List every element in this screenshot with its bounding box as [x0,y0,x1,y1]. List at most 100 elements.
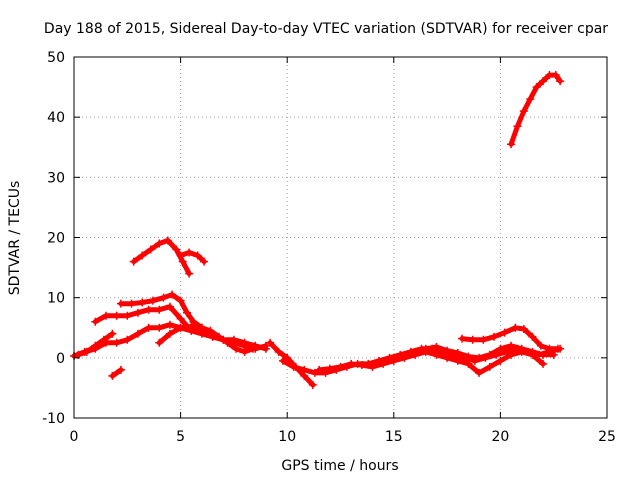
y-tick-label: 10 [47,291,65,307]
data-point [249,344,258,353]
data-point [91,317,100,326]
y-tick-label: 20 [47,231,65,247]
data-point [182,308,191,317]
data-point [240,347,249,356]
data-point [526,95,535,104]
series-arc-14 [507,71,565,149]
series-arc-7 [108,365,125,380]
data-point [357,361,366,370]
data-point [176,323,185,332]
series-trace [267,340,316,388]
series-arc-8 [155,322,206,347]
data-point [500,328,509,337]
data-point [519,324,528,333]
data-point [511,323,520,332]
series-arc-3 [116,290,258,356]
data-point [214,332,223,341]
chart-grid [74,57,607,418]
data-point [539,77,548,86]
data-point [266,338,275,347]
y-tick-label: -10 [42,411,65,427]
data-point [485,350,494,359]
data-point [443,353,452,362]
y-tick-label: 40 [47,110,65,126]
data-point [159,293,168,302]
data-point [411,347,420,356]
data-point [163,236,172,245]
data-point [421,344,430,353]
series-arc-5 [176,248,209,266]
data-point [165,329,174,338]
data-point [112,311,121,320]
data-point [528,332,537,341]
data-point [108,371,117,380]
data-point [479,335,488,344]
data-point [101,311,110,320]
data-point [308,380,317,389]
chart-title: Day 188 of 2015, Sidereal Day-to-day VTE… [44,21,608,37]
data-point [155,338,164,347]
data-point [146,245,155,254]
data-point [99,335,108,344]
y-tick-label: 30 [47,170,65,186]
series-trace [178,250,207,265]
y-axis-label: SDTVAR / TECUs [7,181,23,296]
data-point [389,356,398,365]
data-point [168,290,177,299]
data-point [123,311,132,320]
series-trace [508,72,563,147]
data-point [144,305,153,314]
series-arc-11 [315,347,548,377]
data-point [556,77,565,86]
data-point [458,334,467,343]
series-arc-6 [74,329,117,359]
data-point [443,346,452,355]
chart-ticks: 0 5 10 15 20 25 -10 0 10 20 30 40 50 [42,50,616,445]
data-point [185,248,194,257]
data-point [129,257,138,266]
data-point [539,359,548,368]
data-point [193,251,202,260]
data-point [513,122,522,131]
data-point [133,329,142,338]
data-point [545,344,554,353]
data-point [475,368,484,377]
series-arc-12 [411,341,558,362]
data-point [347,359,356,368]
x-tick-label: 15 [385,429,403,445]
data-point [176,314,185,323]
data-point [185,269,194,278]
data-point [274,347,283,356]
data-point [278,356,287,365]
series-arc-13 [458,323,562,353]
series-trace [316,349,546,376]
data-point [144,323,153,332]
data-point [123,335,132,344]
data-point [496,356,505,365]
data-point [490,332,499,341]
data-point [453,349,462,358]
data-point [475,353,484,362]
data-point [539,350,548,359]
data-point [232,344,241,353]
data-point [453,356,462,365]
data-point [91,341,100,350]
data-point [138,298,147,307]
data-point [155,323,164,332]
x-axis-label: GPS time / hours [281,458,398,474]
data-point [289,362,298,371]
y-tick-label: 50 [47,50,65,66]
x-tick-label: 5 [176,429,185,445]
data-point [176,251,185,260]
data-point [315,365,324,374]
data-point [155,305,164,314]
data-point [517,344,526,353]
data-point [155,239,164,248]
data-point [138,251,147,260]
data-point [485,362,494,371]
data-point [148,296,157,305]
x-tick-label: 0 [70,429,79,445]
data-point [165,302,174,311]
data-point [468,335,477,344]
data-point [507,350,516,359]
